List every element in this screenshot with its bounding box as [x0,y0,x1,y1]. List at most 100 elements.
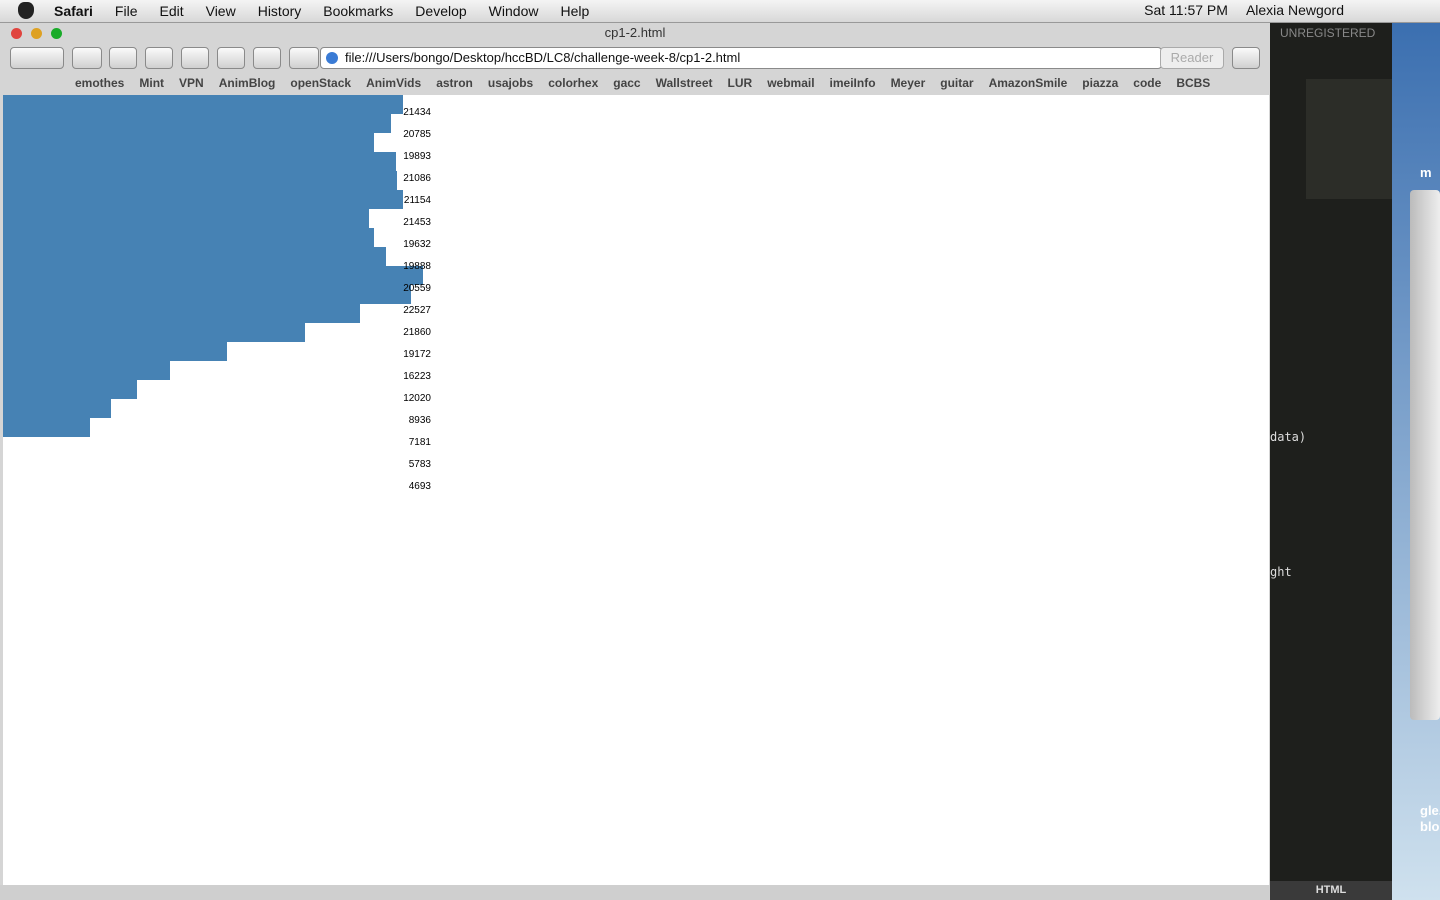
bookmark[interactable]: Mint [139,76,165,90]
bookmark[interactable]: AmazonSmile [988,76,1068,90]
value-label: 19888 [403,261,431,272]
bar [3,152,397,171]
bar [3,323,306,342]
bar [3,247,387,266]
menu-item[interactable]: Help [560,3,590,19]
bookmark[interactable]: emothes [75,76,125,90]
bar [3,95,403,114]
value-label: 20785 [403,129,431,140]
unregistered-badge: UNREGISTERED [1280,26,1376,40]
value-label: 5783 [408,459,431,470]
bar [3,399,111,418]
bookmark[interactable]: astron [436,76,473,90]
bookmark[interactable]: LUR [727,76,753,90]
code-fragment: data) [1270,430,1307,444]
menu-item[interactable]: Develop [415,3,467,19]
bookmark[interactable]: BCBS [1176,76,1211,90]
value-label: 22527 [403,305,431,316]
browser-window: cp1-2.html file:///Users/bongo/Desktop/h… [0,23,1270,900]
url: file:///Users/bongo/Desktop/hccBD/LC8/ch… [345,50,741,65]
code-fragment: ght [1270,565,1292,579]
menu-bar: Safari File Edit View History Bookmarks Develo… [0,0,1440,23]
menu-item[interactable]: View [205,3,236,19]
menu-item[interactable]: Window [488,3,539,19]
page-content: 21434 20785 19893 21086 21154 21453 19632 19888… [3,95,1269,885]
bar [3,304,361,323]
bookmark[interactable]: VPN [179,76,204,90]
menu-item[interactable]: History [257,3,302,19]
value-label: 19172 [403,349,431,360]
bookmark[interactable]: usajobs [487,76,534,90]
bookmarks-bar: emothes Mint VPN AnimBlog openStack AnimVids a… [0,73,1270,93]
menu-item[interactable]: Bookmarks [323,3,394,19]
download-button[interactable] [145,47,173,69]
minimap [1306,79,1392,199]
value-label: 4693 [408,481,431,492]
bar [3,285,411,304]
desktop-text: bloc [1420,819,1440,834]
share-button[interactable] [181,47,209,69]
bar [3,361,170,380]
value-label: 19893 [403,151,431,162]
bar [3,209,370,228]
close-button[interactable] [11,28,22,39]
bookmark[interactable]: gacc [613,76,641,90]
user-name[interactable]: Alexia Newgord [1245,2,1344,18]
bookmark[interactable]: imeiInfo [829,76,876,90]
bar [3,171,398,190]
bookmark[interactable]: colorhex [548,76,599,90]
window-title: cp1-2.html [604,25,666,40]
minimize-button[interactable] [31,28,42,39]
bookmark[interactable]: Meyer [890,76,926,90]
bookmark[interactable]: piazza [1082,76,1119,90]
menu-item[interactable]: Edit [159,3,184,19]
bar [3,133,374,152]
bar [3,114,391,133]
value-label: 7181 [408,437,431,448]
extension-button[interactable] [253,47,281,69]
value-label: 21154 [403,195,431,206]
value-label: 21086 [403,173,431,184]
clock[interactable]: Sat 11:57 PM [1144,2,1228,18]
bar [3,380,137,399]
address-bar[interactable]: file:///Users/bongo/Desktop/hccBD/LC8/ch… [320,47,1162,69]
bar [3,266,423,285]
syntax-label: HTML [1315,884,1347,896]
status-bar: HTML [1270,881,1392,900]
status-items: Sat 11:57 PM Alexia Newgord [1144,2,1344,18]
value-label: 8936 [408,415,431,426]
bookmark[interactable]: openStack [290,76,352,90]
value-label: 21453 [403,217,431,228]
menu-item[interactable]: Safari [54,3,93,19]
globe-icon [326,52,338,64]
bar [3,190,403,209]
reader-button[interactable]: Reader [1160,47,1224,69]
stop-button[interactable] [217,47,245,69]
value-label: 16223 [403,371,431,382]
value-label: 21860 [403,327,431,338]
dock[interactable] [1410,190,1440,720]
desktop-text: gle. [1420,803,1440,818]
value-label: 20559 [403,283,431,294]
menu-item[interactable]: File [114,3,138,19]
bookmark[interactable]: code [1133,76,1162,90]
value-label: 21434 [403,107,431,118]
desktop-text: m [1420,165,1432,180]
add-button[interactable] [289,47,319,69]
bookmark[interactable]: AnimVids [366,76,422,90]
bookmark[interactable]: AnimBlog [218,76,276,90]
print-button[interactable] [109,47,137,69]
back-forward[interactable] [10,47,64,69]
zoom-button[interactable] [51,28,62,39]
status-bar [0,885,1270,900]
bookmark[interactable]: guitar [940,76,974,90]
bookmark[interactable]: Wallstreet [655,76,713,90]
value-label: 19632 [403,239,431,250]
toolbar: file:///Users/bongo/Desktop/hccBD/LC8/ch… [0,44,1270,72]
icloud-button[interactable] [72,47,102,69]
bar [3,228,374,247]
bookmark[interactable]: webmail [767,76,815,90]
downloads-button[interactable] [1232,47,1260,69]
apple-menu[interactable] [18,2,34,19]
